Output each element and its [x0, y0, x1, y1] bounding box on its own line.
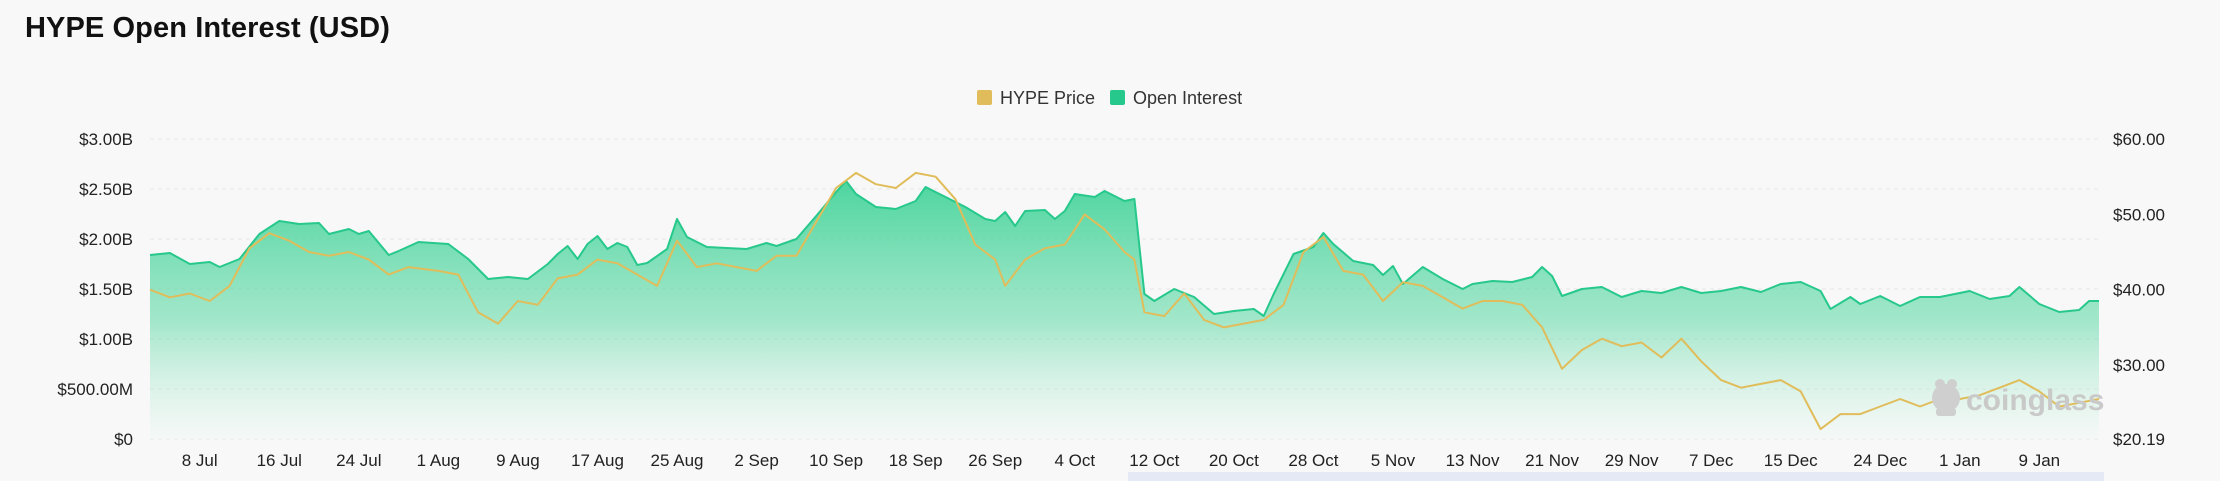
x-axis-tick-label: 25 Aug — [651, 451, 704, 470]
right-axis-tick-label: $60.00 — [2113, 130, 2165, 149]
x-axis-tick-label: 1 Aug — [417, 451, 461, 470]
x-axis-tick-label: 12 Oct — [1129, 451, 1179, 470]
x-axis-tick-label: 20 Oct — [1209, 451, 1259, 470]
left-axis-tick-label: $1.00B — [79, 330, 133, 349]
legend-item-open-interest[interactable]: Open Interest — [1110, 88, 1242, 108]
right-axis-tick-label: $50.00 — [2113, 205, 2165, 224]
area-layer — [150, 181, 2099, 439]
x-axis-tick-label: 7 Dec — [1689, 451, 1734, 470]
x-axis-tick-label: 16 Jul — [257, 451, 302, 470]
x-axis-tick-label: 15 Dec — [1764, 451, 1818, 470]
legend-swatch — [1110, 90, 1125, 105]
x-axis-tick-label: 4 Oct — [1054, 451, 1095, 470]
legend[interactable]: HYPE Price Open Interest — [977, 88, 1242, 108]
x-axis-tick-label: 13 Nov — [1446, 451, 1500, 470]
open-interest-line — [149, 180, 2099, 317]
x-axis-tick-label: 9 Aug — [496, 451, 540, 470]
x-axis-tick-label: 21 Nov — [1525, 451, 1579, 470]
x-axis-tick-label: 8 Jul — [182, 451, 218, 470]
legend-item-hype-price[interactable]: HYPE Price — [977, 88, 1095, 108]
right-axis: $20.19 $30.00 $40.00 $50.00 $60.00 — [2113, 130, 2165, 449]
coinglass-logo-icon — [1932, 379, 1960, 416]
x-axis-tick-label: 9 Jan — [2019, 451, 2061, 470]
x-axis-tick-label: 29 Nov — [1605, 451, 1659, 470]
right-axis-tick-label: $40.00 — [2113, 281, 2165, 300]
watermark: coinglass — [1932, 379, 2104, 417]
x-axis-tick-label: 28 Oct — [1288, 451, 1338, 470]
right-axis-tick-label: $30.00 — [2113, 356, 2165, 375]
left-axis-tick-label: $1.50B — [79, 280, 133, 299]
chart-title: HYPE Open Interest (USD) — [25, 12, 390, 44]
x-axis-tick-label: 1 Jan — [1939, 451, 1981, 470]
left-axis-tick-label: $2.00B — [79, 230, 133, 249]
x-axis-tick-label: 5 Nov — [1371, 451, 1416, 470]
x-axis-tick-label: 10 Sep — [809, 451, 863, 470]
x-axis-tick-label: 2 Sep — [734, 451, 778, 470]
left-axis-tick-label: $3.00B — [79, 130, 133, 149]
legend-label: HYPE Price — [1000, 88, 1095, 108]
open-interest-area — [150, 181, 2099, 439]
left-axis: $0 $500.00M $1.00B $1.50B $2.00B $2.50B $3.00B — [57, 130, 133, 449]
x-axis-tick-label: 24 Jul — [336, 451, 381, 470]
legend-swatch — [977, 90, 992, 105]
line-layer — [149, 171, 2100, 431]
left-axis-tick-label: $0 — [114, 430, 133, 449]
x-axis-tick-label: 26 Sep — [968, 451, 1022, 470]
range-slider-handle[interactable] — [1128, 472, 2104, 481]
x-axis-tick-label: 18 Sep — [889, 451, 943, 470]
watermark-text: coinglass — [1966, 384, 2104, 417]
right-axis-tick-label: $20.19 — [2113, 430, 2165, 449]
left-axis-tick-label: $500.00M — [57, 380, 133, 399]
hype-price-line — [149, 171, 2100, 431]
x-axis-tick-label: 24 Dec — [1853, 451, 1907, 470]
left-axis-tick-label: $2.50B — [79, 180, 133, 199]
legend-label: Open Interest — [1133, 88, 1242, 108]
x-axis-tick-label: 17 Aug — [571, 451, 624, 470]
x-axis: 8 Jul 16 Jul 24 Jul 1 Aug 9 Aug 17 Aug 25 Aug 2… — [182, 451, 2060, 470]
